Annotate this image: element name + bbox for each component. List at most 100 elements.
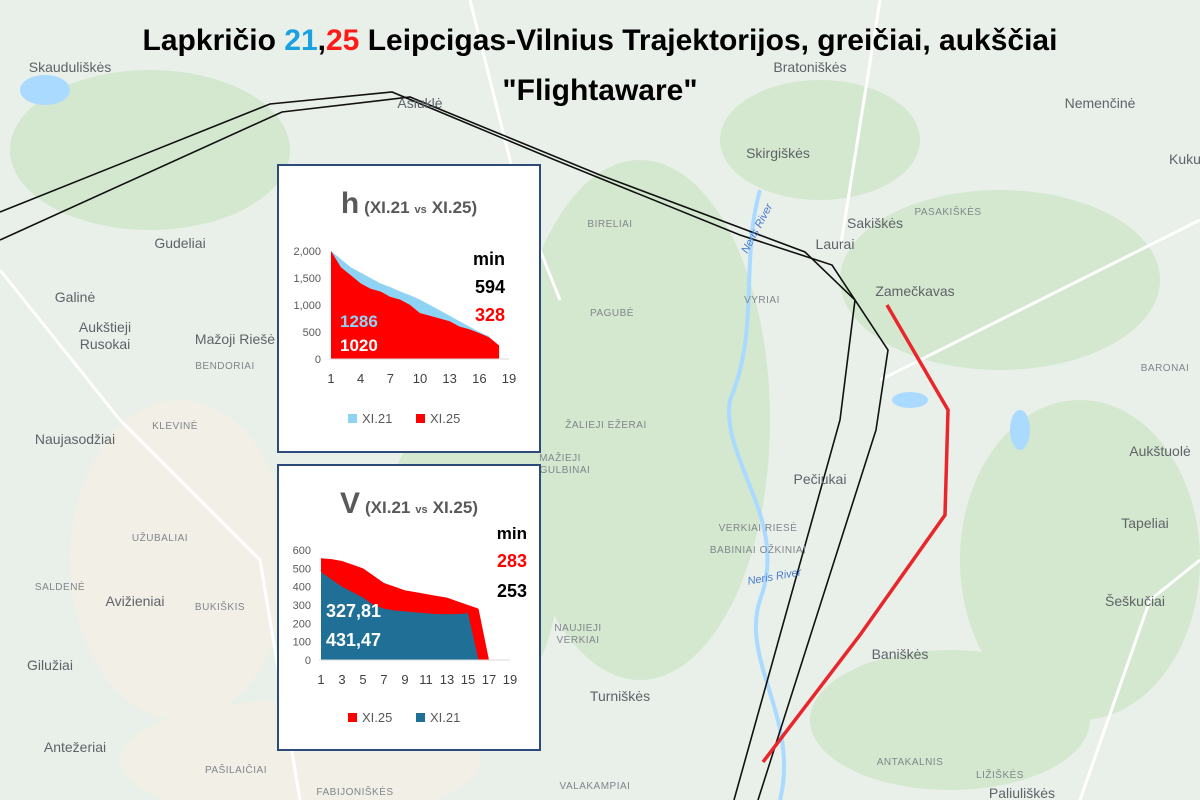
legend-label: XI.21 [430,710,460,725]
x-tick-label: 17 [482,672,496,687]
annotation: 1286 [340,312,378,331]
place-label: Zamečkavas [875,283,954,299]
place-label: BUKIŠKIS [195,600,245,613]
x-tick-label: 11 [419,672,433,687]
place-label: Galinė [55,289,96,305]
place-label: Mažoji Riešė [195,331,275,347]
place-label: Šeškučiai [1105,593,1165,609]
chart-title-part: XI.25) [432,198,477,217]
annotation: 327,81 [326,601,381,621]
place-label: BARONAI [1141,363,1190,374]
legend-label: XI.21 [362,411,392,426]
title-text: Leipcigas-Vilnius Trajektorijos, greičia… [368,24,1058,57]
y-tick-label: 600 [293,545,311,557]
place-label: FABIJONIŠKĖS [316,785,393,798]
place-label: BABINIAI [710,545,756,556]
annotation: min [473,249,505,269]
x-tick-label: 10 [413,371,427,386]
place-label: Skauduliškės [29,59,112,75]
annotation: 594 [475,277,505,297]
place-label: Nemenčinė [1065,95,1136,111]
x-tick-label: 16 [472,371,486,386]
y-tick-label: 500 [303,327,321,339]
place-label: GULBINAI [540,465,591,476]
place-label: Avižieniai [106,593,165,609]
place-label: Bratoniškės [773,59,846,75]
area [321,572,479,660]
place-label: MAŽIEJI [539,451,581,464]
chart-title-part: vs [415,504,427,516]
place-label: KLEVINĖ [152,419,198,432]
place-label: PAŠILAIČIAI [205,763,267,776]
chart-title: V (XI.21 vs XI.25) [340,487,478,520]
place-label: LIŽIŠKĖS [976,768,1024,781]
place-label: Kuku [1169,151,1200,167]
annotation: min [497,524,527,543]
chart-title-part: (XI.21 [364,198,409,217]
chart-title-part: vs [415,204,427,216]
annotation: 283 [497,551,527,571]
place-label: Naujasodžiai [35,431,115,447]
annotation: 431,47 [326,630,381,650]
place-label: OŽKINIAI [760,543,807,556]
place-label: Tapeliai [1121,515,1168,531]
chart: h (XI.21 vs XI.25) 0 500 1,000 1,500 2,000 1 4 7 10 1… [277,164,541,453]
area [331,251,500,359]
title-date: 21 [284,24,317,57]
annotation: 1020 [340,336,378,355]
place-label: PASAKIŠKĖS [914,205,981,218]
chart-title-part: XI.25) [433,498,478,517]
y-tick-label: 400 [293,582,311,594]
place-label: Sakiškės [847,215,903,231]
place-label: ANTAKALNIS [877,757,944,768]
flight-path-highlight [761,304,950,764]
place-label: Baniškės [872,646,929,662]
chart-title-part: h [341,187,359,220]
legend-label: XI.25 [430,411,460,426]
x-tick-label: 7 [387,371,394,386]
chart-title-part: (XI.21 [365,498,410,517]
y-tick-label: 1,500 [293,273,321,285]
flight-paths [0,91,889,800]
y-tick-label: 2,000 [293,246,321,258]
river [727,189,787,800]
place-label: Aukštieji [79,319,131,335]
place-label: VALAKAMPIAI [560,781,631,792]
x-tick-label: 5 [359,672,366,687]
y-tick-label: 100 [293,637,311,649]
place-label: BENDORIAI [195,361,255,372]
place-label: VERKIAI [557,635,600,646]
x-tick-label: 1 [327,371,334,386]
y-tick-label: 500 [293,563,311,575]
x-tick-label: 13 [442,371,456,386]
x-tick-label: 7 [380,672,387,687]
place-label: Gilužiai [27,657,73,673]
x-tick-label: 19 [502,371,516,386]
chart-title: h (XI.21 vs XI.25) [341,187,477,220]
title: Lapkričio 21,25 Leipcigas-Vilnius Trajek… [143,24,1058,57]
annotation: 328 [475,305,505,325]
x-tick-label: 19 [503,672,517,687]
place-label: VYRIAI [744,295,780,306]
legend-swatch [348,713,357,722]
y-tick-label: 1,000 [293,300,321,312]
y-tick-label: 300 [293,600,311,612]
y-tick-label: 0 [305,655,311,667]
title-line2: "Flightaware" [502,74,697,107]
place-label: ŽALIEJI EŽERAI [565,418,646,431]
water [20,75,1030,450]
place-label: UŽUBALIAI [132,531,188,544]
legend-label: XI.25 [362,710,392,725]
title-date: 25 [326,24,359,57]
place-label: PAGUBĖ [590,306,634,319]
legend-swatch [416,414,425,423]
y-tick-label: 200 [293,618,311,630]
y-tick-label: 0 [315,354,321,366]
title-text: , [318,24,326,57]
place-label: SALDENĖ [35,580,85,593]
place-label: Aukštuolė [1129,443,1191,459]
title-text: Lapkričio [143,24,276,57]
